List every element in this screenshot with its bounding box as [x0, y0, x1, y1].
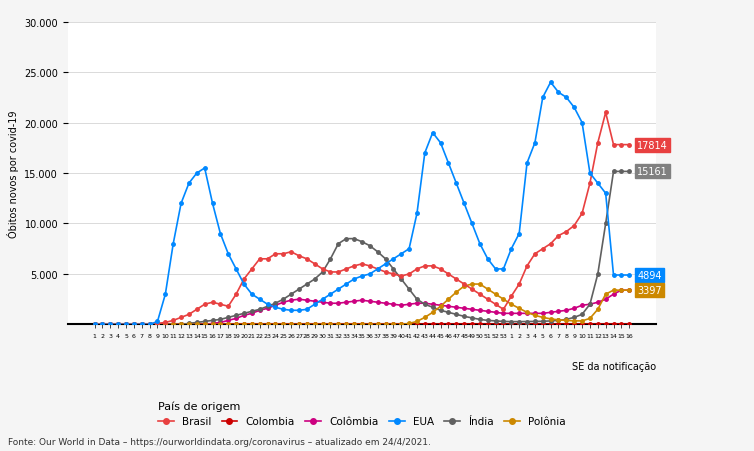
- Text: SE da notificação: SE da notificação: [572, 361, 656, 371]
- Polônia: [625, 288, 634, 293]
- Line: EUA: EUA: [93, 81, 631, 327]
- Brasil: [90, 322, 99, 327]
- Colombia: [130, 322, 139, 327]
- Brasil: [130, 322, 139, 327]
- EUA: [271, 305, 280, 310]
- Índia: [625, 169, 634, 175]
- EUA: [90, 322, 99, 327]
- Brasil: [617, 143, 626, 148]
- Índia: [90, 322, 99, 327]
- EUA: [263, 302, 272, 307]
- EUA: [546, 80, 555, 86]
- Line: Brasil: Brasil: [93, 111, 631, 327]
- Colômbia: [90, 322, 99, 327]
- Text: 4894: 4894: [637, 271, 661, 281]
- Colombia: [397, 322, 406, 327]
- Colombia: [271, 322, 280, 327]
- Brasil: [601, 110, 610, 116]
- Colombia: [90, 322, 99, 327]
- EUA: [617, 273, 626, 278]
- Índia: [192, 320, 201, 326]
- Polônia: [90, 322, 99, 327]
- Colombia: [263, 322, 272, 327]
- Brasil: [271, 252, 280, 257]
- EUA: [625, 273, 634, 278]
- Colômbia: [263, 306, 272, 311]
- EUA: [192, 171, 201, 176]
- Brasil: [192, 307, 201, 312]
- Colombia: [192, 322, 201, 327]
- Brasil: [625, 143, 634, 148]
- Line: Polônia: Polônia: [93, 283, 631, 327]
- Legend: Brasil, Colombia, Colômbia, EUA, Índia, Polônia: Brasil, Colombia, Colômbia, EUA, Índia, …: [154, 396, 570, 430]
- Text: Fonte: Our World in Data – https://ourworldindata.org/coronavirus – atualizado e: Fonte: Our World in Data – https://ourwo…: [8, 437, 431, 446]
- Colombia: [625, 322, 634, 327]
- Line: Índia: Índia: [93, 170, 631, 327]
- Polônia: [263, 322, 272, 327]
- Polônia: [271, 322, 280, 327]
- Índia: [130, 322, 139, 327]
- Índia: [609, 169, 618, 175]
- Colômbia: [617, 288, 626, 293]
- Colômbia: [192, 322, 201, 327]
- Polônia: [617, 288, 626, 293]
- Brasil: [263, 257, 272, 262]
- Índia: [271, 301, 280, 306]
- EUA: [397, 252, 406, 257]
- Polônia: [130, 322, 139, 327]
- Índia: [397, 276, 406, 282]
- Índia: [617, 169, 626, 175]
- Text: 17814: 17814: [637, 140, 668, 150]
- Colômbia: [130, 322, 139, 327]
- Line: Colômbia: Colômbia: [93, 289, 631, 327]
- EUA: [130, 322, 139, 327]
- Line: Colombia: Colombia: [93, 323, 631, 327]
- Colômbia: [625, 288, 634, 293]
- Text: 3397: 3397: [637, 285, 662, 295]
- Colômbia: [397, 303, 406, 308]
- Polônia: [397, 322, 406, 327]
- Y-axis label: Óbitos novos por covid-19: Óbitos novos por covid-19: [7, 110, 19, 237]
- Polônia: [467, 282, 477, 287]
- Polônia: [192, 322, 201, 327]
- Índia: [263, 304, 272, 309]
- Colombia: [161, 322, 170, 327]
- Colômbia: [609, 292, 618, 297]
- Brasil: [397, 274, 406, 279]
- Text: 15161: 15161: [637, 167, 668, 177]
- Colômbia: [271, 303, 280, 308]
